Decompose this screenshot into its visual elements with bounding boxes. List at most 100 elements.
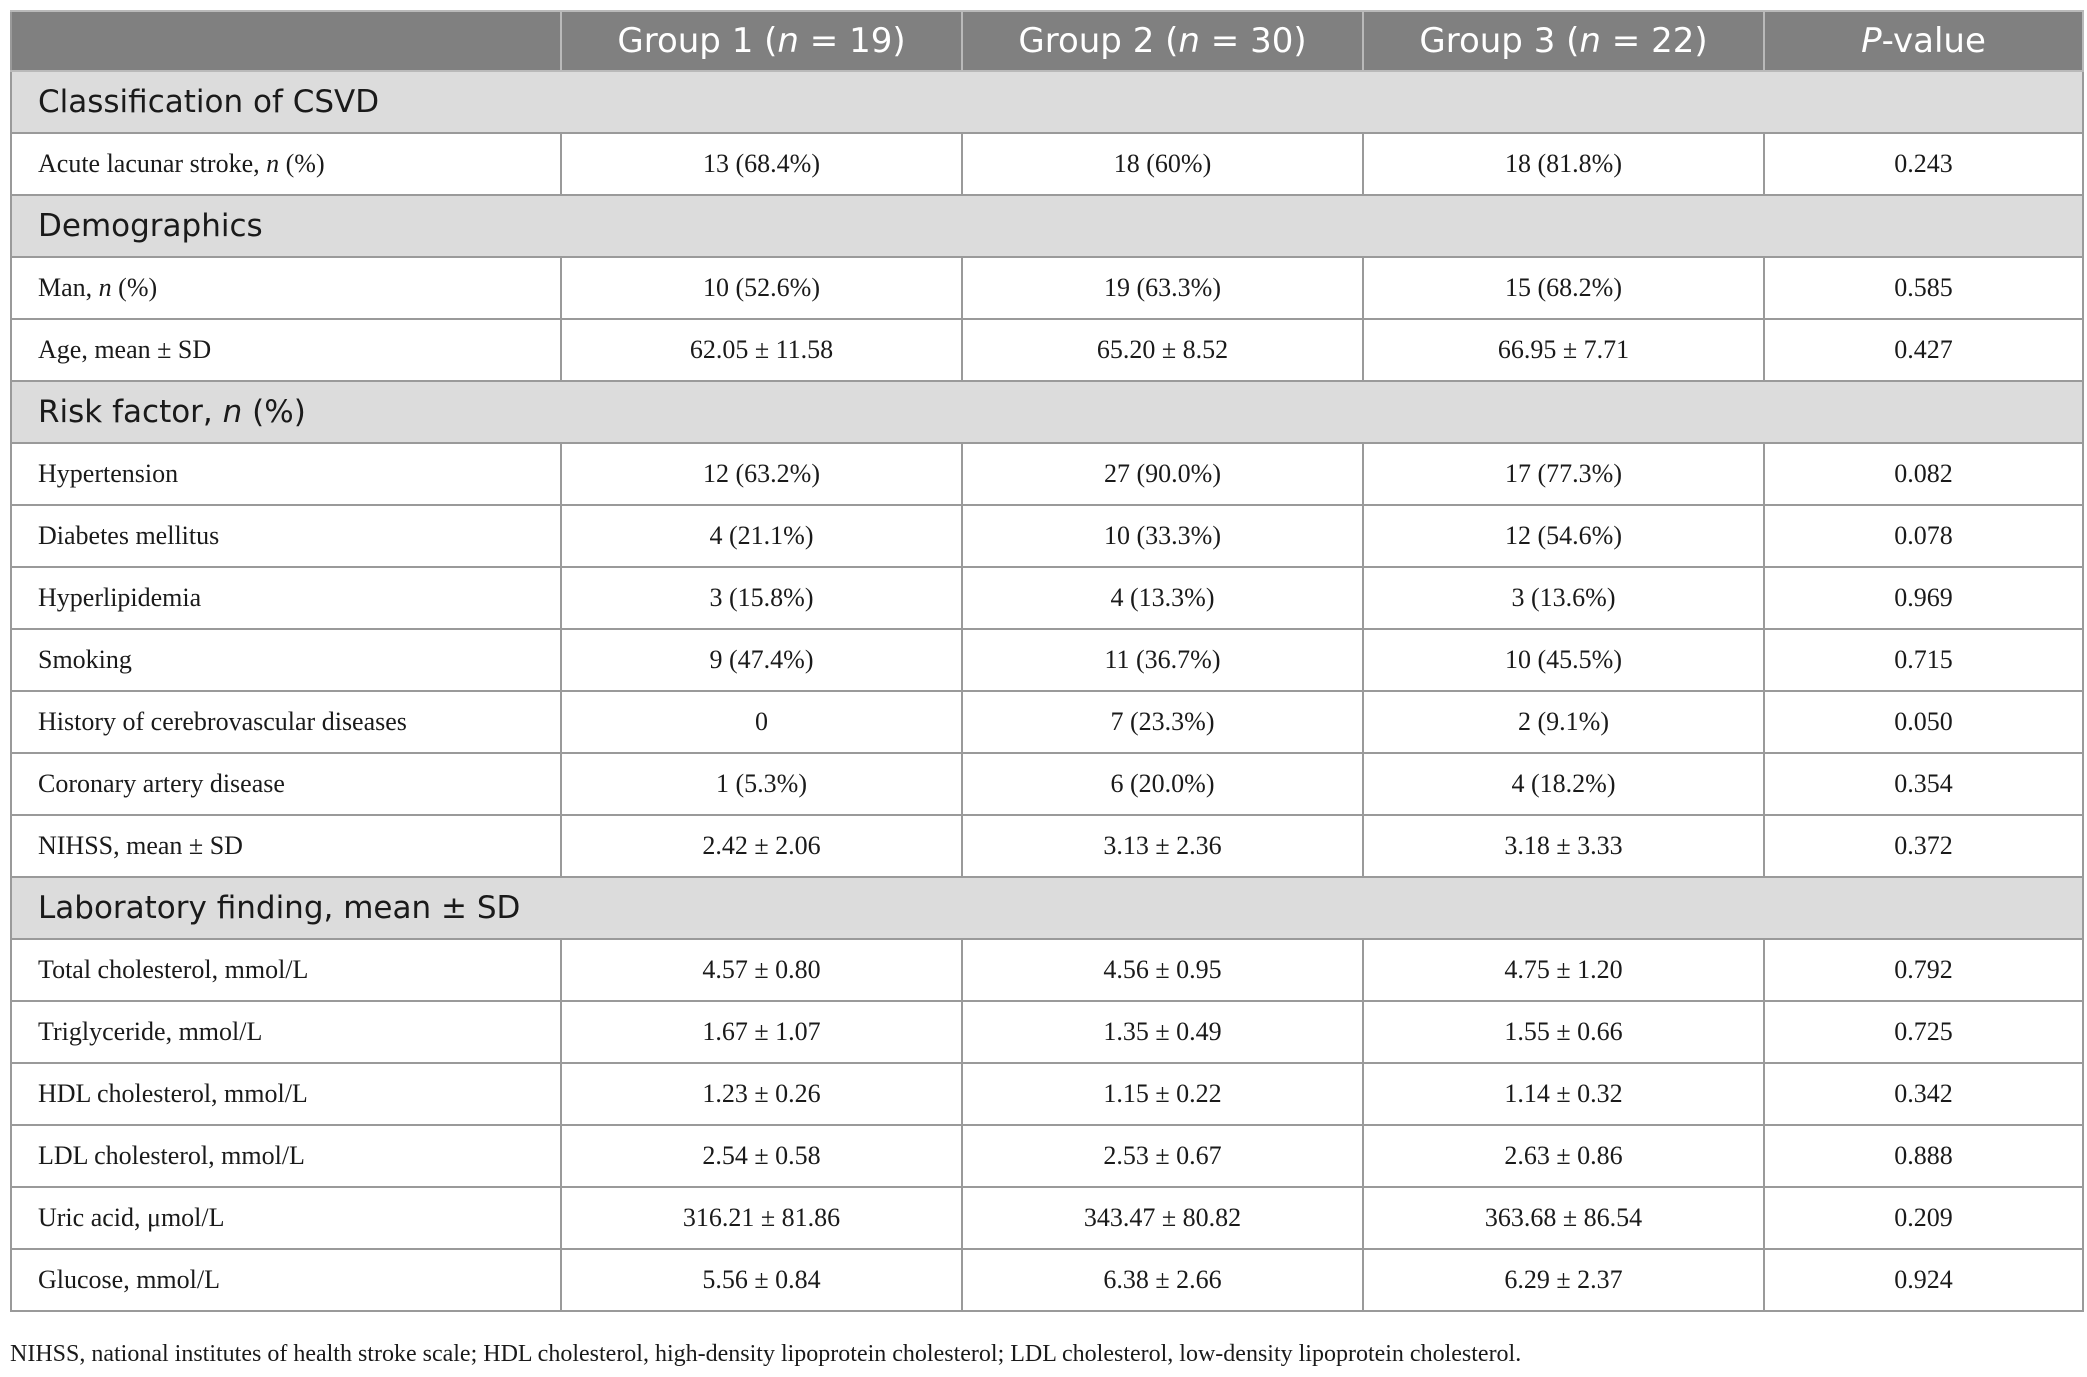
table-row: LDL cholesterol, mmol/L 2.54 ± 0.58 2.53… [10,1124,2084,1188]
cell-p-value: 0.924 [1763,1248,2084,1312]
cell-group-1: 4.57 ± 0.80 [560,938,963,1002]
table-row: History of cerebrovascular diseases 0 7 … [10,690,2084,754]
cell-group-1: 5.56 ± 0.84 [560,1248,963,1312]
cell-group-3: 1.55 ± 0.66 [1362,1000,1765,1064]
table-row: Man, n (%) 10 (52.6%) 19 (63.3%) 15 (68.… [10,256,2084,320]
cell-group-1: 9 (47.4%) [560,628,963,692]
row-label: Uric acid, μmol/L [10,1186,562,1250]
header-group-3: Group 3 (n = 22) [1362,10,1765,72]
cell-group-1: 1.67 ± 1.07 [560,1000,963,1064]
cell-group-1: 10 (52.6%) [560,256,963,320]
cell-group-2: 2.53 ± 0.67 [961,1124,1364,1188]
cell-group-2: 6 (20.0%) [961,752,1364,816]
table-row: Triglyceride, mmol/L 1.67 ± 1.07 1.35 ± … [10,1000,2084,1064]
cell-group-3: 15 (68.2%) [1362,256,1765,320]
row-label: Coronary artery disease [10,752,562,816]
cell-p-value: 0.082 [1763,442,2084,506]
cell-group-2: 19 (63.3%) [961,256,1364,320]
cell-group-1: 316.21 ± 81.86 [560,1186,963,1250]
cell-group-3: 3 (13.6%) [1362,566,1765,630]
cell-group-2: 3.13 ± 2.36 [961,814,1364,878]
cell-group-2: 10 (33.3%) [961,504,1364,568]
cell-group-2: 65.20 ± 8.52 [961,318,1364,382]
cell-p-value: 0.888 [1763,1124,2084,1188]
table-row: Total cholesterol, mmol/L 4.57 ± 0.80 4.… [10,938,2084,1002]
cell-group-1: 3 (15.8%) [560,566,963,630]
row-label: NIHSS, mean ± SD [10,814,562,878]
cell-group-1: 62.05 ± 11.58 [560,318,963,382]
table-row: Smoking 9 (47.4%) 11 (36.7%) 10 (45.5%) … [10,628,2084,692]
table-row: Diabetes mellitus 4 (21.1%) 10 (33.3%) 1… [10,504,2084,568]
cell-group-3: 2.63 ± 0.86 [1362,1124,1765,1188]
section-title: Risk factor, n (%) [10,380,2084,444]
cell-group-1: 2.54 ± 0.58 [560,1124,963,1188]
header-blank-cell [10,10,562,72]
row-label: Diabetes mellitus [10,504,562,568]
cell-group-2: 343.47 ± 80.82 [961,1186,1364,1250]
cell-group-1: 1.23 ± 0.26 [560,1062,963,1126]
row-label: Triglyceride, mmol/L [10,1000,562,1064]
cell-group-1: 13 (68.4%) [560,132,963,196]
cell-p-value: 0.050 [1763,690,2084,754]
cell-group-3: 17 (77.3%) [1362,442,1765,506]
cell-group-3: 4.75 ± 1.20 [1362,938,1765,1002]
table-row: HDL cholesterol, mmol/L 1.23 ± 0.26 1.15… [10,1062,2084,1126]
baseline-characteristics-table: Group 1 (n = 19) Group 2 (n = 30) Group … [10,10,2084,1312]
row-label: Acute lacunar stroke, n (%) [10,132,562,196]
cell-group-1: 1 (5.3%) [560,752,963,816]
cell-group-3: 363.68 ± 86.54 [1362,1186,1765,1250]
cell-p-value: 0.243 [1763,132,2084,196]
section-title: Classification of CSVD [10,70,2084,134]
table-row: Acute lacunar stroke, n (%) 13 (68.4%) 1… [10,132,2084,196]
cell-group-1: 2.42 ± 2.06 [560,814,963,878]
header-group-1: Group 1 (n = 19) [560,10,963,72]
cell-group-3: 1.14 ± 0.32 [1362,1062,1765,1126]
cell-group-1: 4 (21.1%) [560,504,963,568]
cell-group-1: 0 [560,690,963,754]
section-row-laboratory: Laboratory finding, mean ± SD [10,876,2084,940]
row-label: LDL cholesterol, mmol/L [10,1124,562,1188]
cell-p-value: 0.725 [1763,1000,2084,1064]
row-label: Smoking [10,628,562,692]
cell-group-3: 10 (45.5%) [1362,628,1765,692]
cell-group-2: 7 (23.3%) [961,690,1364,754]
row-label: Hyperlipidemia [10,566,562,630]
cell-p-value: 0.969 [1763,566,2084,630]
cell-group-2: 4.56 ± 0.95 [961,938,1364,1002]
cell-group-2: 27 (90.0%) [961,442,1364,506]
table-row: Hypertension 12 (63.2%) 27 (90.0%) 17 (7… [10,442,2084,506]
cell-p-value: 0.585 [1763,256,2084,320]
cell-group-3: 4 (18.2%) [1362,752,1765,816]
section-title: Demographics [10,194,2084,258]
cell-group-2: 4 (13.3%) [961,566,1364,630]
section-row-demographics: Demographics [10,194,2084,258]
cell-group-3: 3.18 ± 3.33 [1362,814,1765,878]
table-row: Age, mean ± SD 62.05 ± 11.58 65.20 ± 8.5… [10,318,2084,382]
table-header-row: Group 1 (n = 19) Group 2 (n = 30) Group … [10,10,2084,72]
table-row: NIHSS, mean ± SD 2.42 ± 2.06 3.13 ± 2.36… [10,814,2084,878]
baseline-characteristics-table-container: Group 1 (n = 19) Group 2 (n = 30) Group … [10,10,2084,1312]
table-footnote: NIHSS, national institutes of health str… [10,1341,1522,1367]
cell-group-2: 11 (36.7%) [961,628,1364,692]
section-row-classification: Classification of CSVD [10,70,2084,134]
cell-group-3: 18 (81.8%) [1362,132,1765,196]
row-label: Age, mean ± SD [10,318,562,382]
cell-group-2: 6.38 ± 2.66 [961,1248,1364,1312]
cell-p-value: 0.209 [1763,1186,2084,1250]
cell-group-3: 66.95 ± 7.71 [1362,318,1765,382]
cell-group-1: 12 (63.2%) [560,442,963,506]
cell-group-3: 6.29 ± 2.37 [1362,1248,1765,1312]
cell-p-value: 0.372 [1763,814,2084,878]
row-label: Glucose, mmol/L [10,1248,562,1312]
table-row: Hyperlipidemia 3 (15.8%) 4 (13.3%) 3 (13… [10,566,2084,630]
section-title: Laboratory finding, mean ± SD [10,876,2084,940]
cell-p-value: 0.342 [1763,1062,2084,1126]
row-label: Hypertension [10,442,562,506]
row-label: History of cerebrovascular diseases [10,690,562,754]
row-label: Man, n (%) [10,256,562,320]
cell-group-2: 18 (60%) [961,132,1364,196]
cell-p-value: 0.715 [1763,628,2084,692]
cell-group-3: 12 (54.6%) [1362,504,1765,568]
table-row: Uric acid, μmol/L 316.21 ± 81.86 343.47 … [10,1186,2084,1250]
cell-p-value: 0.354 [1763,752,2084,816]
